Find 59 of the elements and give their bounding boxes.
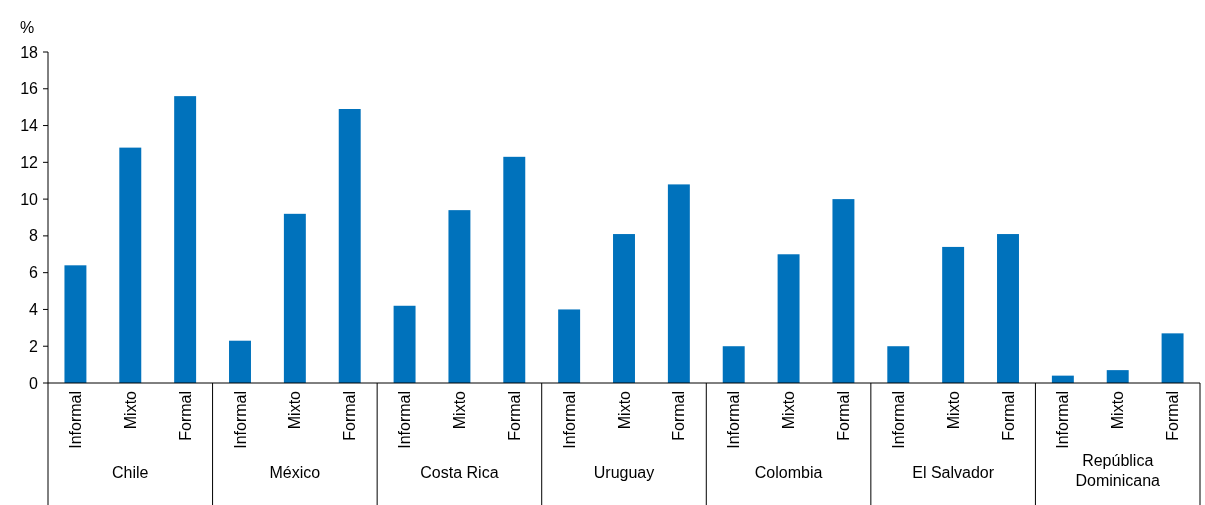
bar: [1106, 370, 1129, 383]
y-tick-label: 0: [29, 374, 39, 392]
bar: [64, 265, 87, 383]
x-tick-label: Informal: [1054, 391, 1072, 449]
y-tick-label: 12: [20, 153, 39, 171]
y-tick-label: 2: [29, 337, 39, 355]
y-tick-label: 8: [29, 227, 39, 245]
x-tick-label: Informal: [889, 391, 907, 449]
bar: [503, 156, 526, 383]
y-tick-label: 14: [20, 117, 39, 135]
bar: [1161, 333, 1184, 383]
text: México: [269, 464, 321, 481]
bar: [887, 346, 910, 383]
x-tick-label: Formal: [1164, 391, 1182, 441]
bar: [667, 184, 690, 383]
x-tick-label: Mixto: [615, 390, 633, 430]
bar: [174, 96, 197, 383]
bar: [942, 246, 965, 383]
x-tick-label: Informal: [231, 391, 249, 449]
x-tick-label: Formal: [176, 391, 194, 441]
x-tick-label: Informal: [725, 391, 743, 449]
bar: [997, 234, 1019, 383]
x-tick-label: Formal: [999, 391, 1017, 441]
x-tick-label: Mixto: [780, 390, 798, 430]
x-tick-label: Mixto: [121, 390, 139, 430]
bar: [613, 234, 635, 383]
text: El Salvador: [912, 464, 995, 481]
y-tick-label: 16: [20, 80, 39, 98]
x-tick-label: Formal: [341, 391, 359, 441]
bar: [722, 346, 745, 383]
x-tick-label: Mixto: [1109, 390, 1127, 430]
bar: [119, 147, 142, 383]
x-tick-label: Informal: [396, 391, 414, 449]
bar: [448, 210, 471, 383]
text: Costa Rica: [420, 464, 499, 481]
x-tick-label: Informal: [67, 391, 85, 449]
y-axis-title: %: [20, 19, 35, 36]
bar: [393, 305, 416, 383]
bar: [558, 309, 581, 383]
y-tick-label: 18: [20, 43, 39, 61]
text: República Dominicana: [1075, 452, 1161, 489]
text: Uruguay: [593, 464, 655, 481]
x-tick-label: Mixto: [944, 390, 962, 430]
x-tick-label: Formal: [835, 391, 853, 441]
y-tick-label: 10: [20, 190, 39, 208]
bar: [283, 213, 306, 383]
bar: [777, 254, 800, 383]
x-tick-label: Formal: [670, 391, 688, 441]
y-tick-label: 6: [29, 264, 39, 282]
text: Chile: [112, 464, 149, 481]
x-tick-label: Mixto: [286, 390, 304, 430]
x-tick-label: Mixto: [451, 390, 469, 430]
x-tick-label: Formal: [505, 391, 523, 441]
bar: [229, 340, 251, 383]
x-tick-label: Informal: [560, 391, 578, 449]
y-tick-label: 4: [29, 301, 39, 319]
text: Colombia: [754, 464, 823, 481]
bar: [832, 199, 855, 383]
bar: [338, 109, 361, 383]
